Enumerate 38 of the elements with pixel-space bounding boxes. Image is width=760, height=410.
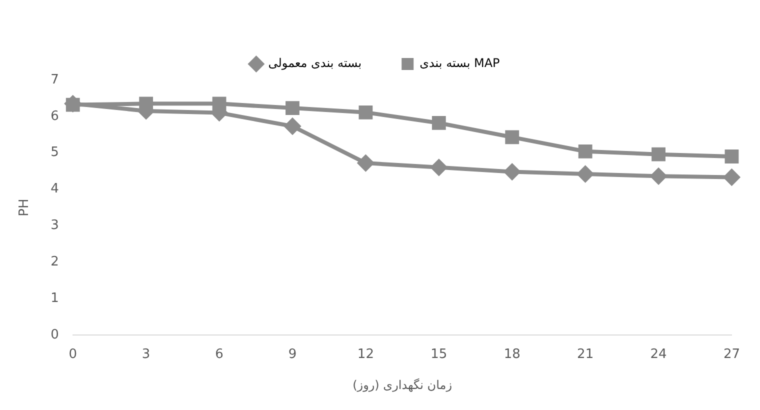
- x-tick-label: 27: [723, 347, 740, 362]
- point: [358, 105, 373, 120]
- y-tick-label: 4: [50, 182, 59, 197]
- y-tick-label: 0: [50, 327, 59, 342]
- point: [504, 164, 520, 180]
- x-tick-label: 3: [142, 347, 150, 362]
- y-tick-label: 2: [50, 254, 59, 270]
- point: [505, 130, 520, 144]
- legend-label: بسته بندی معمولی: [268, 56, 362, 70]
- x-tick-label: 9: [288, 347, 297, 362]
- x-tick-label: 12: [357, 347, 374, 362]
- point: [284, 118, 300, 134]
- x-tick-label: 15: [430, 347, 448, 362]
- point: [724, 169, 740, 186]
- legend-label: بسته بندی MAP: [420, 56, 500, 70]
- point: [650, 168, 667, 184]
- point: [577, 166, 594, 182]
- y-tick-label: 6: [50, 108, 59, 124]
- point: [139, 96, 154, 111]
- x-tick-label: 0: [68, 347, 78, 362]
- x-tick-label: 6: [215, 347, 224, 362]
- y-tick-label: 5: [50, 145, 59, 160]
- y-axis-title: PH: [17, 198, 32, 216]
- x-tick-label: 24: [650, 347, 667, 362]
- y-tick-label: 1: [50, 290, 59, 306]
- point: [724, 150, 739, 164]
- x-axis-title: زمان نگهداری (روز): [352, 378, 452, 392]
- point: [358, 155, 374, 172]
- point: [212, 96, 226, 111]
- y-tick-label: 7: [50, 72, 59, 88]
- point: [430, 159, 447, 176]
- point: [286, 101, 300, 115]
- point: [432, 116, 446, 130]
- x-tick-label: 21: [577, 347, 594, 362]
- point: [578, 144, 592, 158]
- x-tick-label: 18: [504, 347, 520, 362]
- y-tick-label: 3: [50, 218, 59, 234]
- point: [652, 147, 666, 162]
